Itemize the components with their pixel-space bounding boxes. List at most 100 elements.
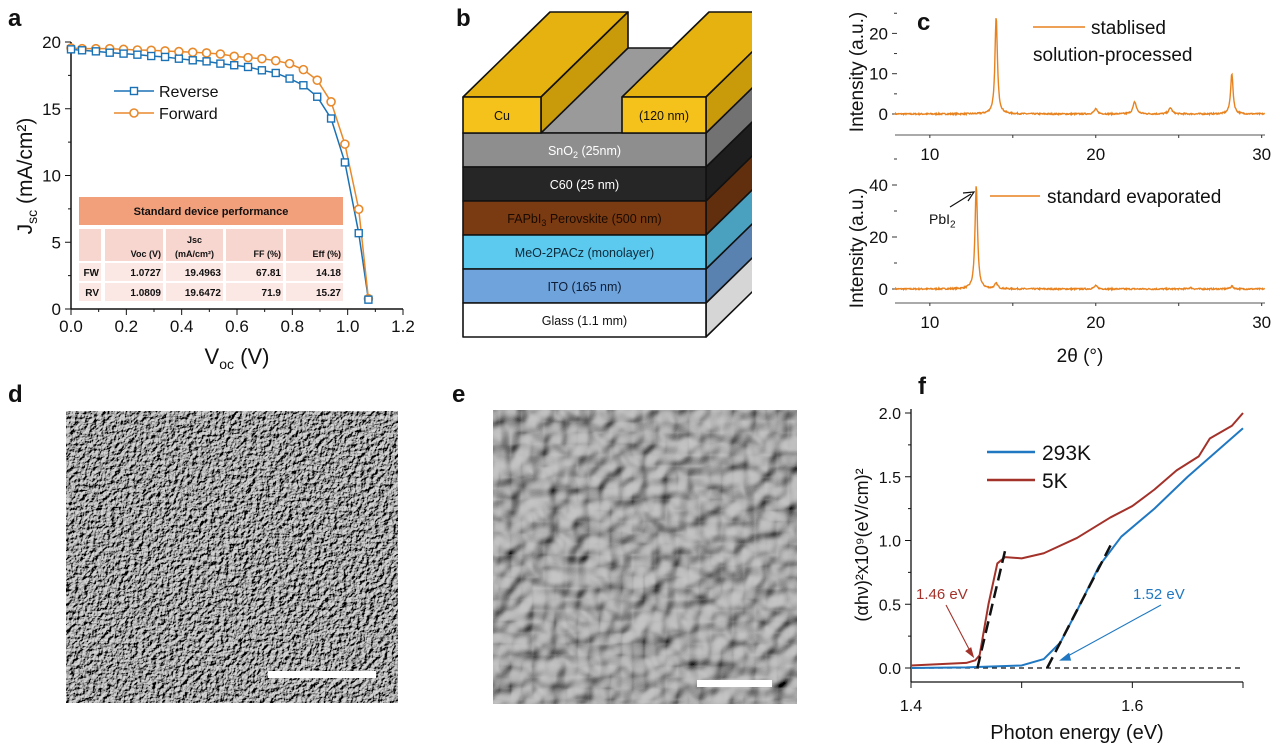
panel-label-f: f (918, 373, 927, 400)
data-point-reverse (340, 158, 350, 167)
table-cell-value: 15.27 (316, 288, 341, 299)
data-point-forward (326, 97, 336, 107)
table-title-bar (79, 197, 343, 225)
layer-label: Glass (1.1 mm) (542, 314, 627, 328)
sem-image-d (66, 411, 398, 703)
layer-label: FAPbI3 Perovskite (500 nm) (507, 212, 661, 228)
electrode-left-label: Cu (494, 109, 510, 123)
arrowhead-icon (965, 647, 975, 659)
data-point-reverse (105, 48, 114, 57)
subscript: 2 (573, 150, 578, 160)
panel-label-d: d (8, 381, 23, 408)
data-point-reverse (216, 59, 225, 68)
data-point-forward (353, 204, 364, 215)
y-tick-label: 5 (52, 233, 61, 252)
table-header: Jsc (187, 235, 202, 245)
x-tick-label: 1.2 (391, 317, 415, 336)
legend-marker-circle-icon (129, 108, 139, 118)
table-cell (286, 263, 343, 281)
table-cell (226, 283, 283, 301)
y-tick-label: 20 (42, 33, 61, 52)
subscript: oc (219, 356, 234, 372)
y-tick-label: 0.5 (879, 597, 901, 614)
y-tick-label: 10 (869, 65, 888, 84)
y-tick-label: 15 (42, 100, 61, 119)
arrowhead-icon (962, 191, 976, 202)
table-header-cell (166, 229, 223, 261)
sem-image-e (493, 410, 797, 704)
data-point-reverse (147, 51, 156, 61)
annotation-arrow-icon (945, 604, 973, 656)
series-line-reverse (70, 48, 370, 300)
y-tick-label: 20 (869, 228, 888, 247)
data-point-forward (312, 75, 323, 85)
layer-label-rest: Perovskite (500 nm) (546, 212, 661, 226)
layer-label-rest: (25nm) (578, 144, 621, 158)
data-point-reverse (285, 74, 294, 83)
series-line-forward (70, 47, 370, 299)
data-point-forward (243, 52, 253, 63)
table-header-cell (79, 229, 101, 261)
data-point-forward (257, 53, 267, 64)
x-tick-label: 1.4 (900, 698, 922, 715)
layer-label: C60 (25 nm) (550, 178, 619, 192)
data-point-forward (174, 46, 184, 57)
x-axis-label: 2θ (°) (1057, 346, 1104, 367)
data-point-reverse (243, 62, 253, 72)
table-cell-value: 19.4963 (185, 268, 222, 279)
x-tick-label: 20 (1086, 313, 1105, 332)
table-cell (166, 283, 223, 301)
y-axis-label-bottom: Intensity (a.u.) (847, 188, 868, 308)
table-cell-value: 1.0809 (130, 288, 161, 299)
table-header-cell (286, 229, 343, 261)
legend-label: stablised (1091, 18, 1166, 39)
y-axis-label: Jsc (mA/cm²) (14, 118, 40, 235)
table-header: Eff (%) (313, 249, 342, 259)
performance-table: Standard device performance Voc (V) Jsc (mA… (79, 197, 343, 301)
annotation-label: 1.52 eV (1133, 586, 1185, 603)
table-header: FF (%) (254, 249, 282, 259)
y-tick-label: 20 (869, 24, 888, 43)
data-point-reverse (271, 68, 280, 78)
table-cell (79, 283, 101, 301)
tangent-fit-line (976, 550, 1007, 669)
annotation-label: 1.46 eV (916, 586, 968, 603)
data-point-forward (201, 48, 212, 58)
subscript: 2 (950, 220, 956, 231)
y-tick-label: 1.0 (879, 534, 901, 551)
panel-label-c: c (917, 9, 930, 36)
x-axis-label: Photon energy (eV) (990, 722, 1163, 744)
panel-label-e: e (452, 381, 465, 408)
layer-label: ITO (165 nm) (547, 280, 621, 294)
annotation-arrow-icon (949, 193, 972, 208)
layer-label: MeO-2PACz (monolayer) (515, 246, 654, 260)
legend-label: 293K (1042, 442, 1091, 465)
annotation-arrow-icon (1062, 604, 1162, 660)
table-cell-value: 1.0727 (130, 268, 161, 279)
data-point-forward (284, 58, 295, 69)
data-point-reverse (119, 49, 128, 58)
data-point-reverse (91, 47, 101, 56)
panel-d-sem-image (66, 411, 398, 703)
electrode-left-front (462, 96, 542, 134)
data-point-reverse (77, 46, 87, 55)
data-point-reverse (364, 295, 373, 304)
pbi2-annotation: PbI2 (929, 211, 956, 231)
table-cell (105, 283, 163, 301)
x-axis-unit: (V) (234, 344, 269, 369)
x-tick-label: 0.4 (170, 317, 194, 336)
arrowhead-icon (1059, 652, 1072, 661)
x-tick-label: 0.6 (225, 317, 249, 336)
table-header-unit: (mA/cm²) (175, 249, 214, 259)
x-tick-label: 10 (920, 145, 939, 164)
data-point-reverse (257, 66, 267, 75)
layer-label: SnO2 (25nm) (548, 144, 621, 160)
panel-label-b: b (456, 5, 471, 32)
subscript: sc (24, 210, 40, 224)
x-tick-label: 0.0 (59, 317, 83, 336)
data-point-reverse (354, 228, 363, 238)
scale-bar-e (697, 680, 772, 687)
data-point-reverse (66, 45, 76, 54)
legend-marker-square-icon (129, 86, 139, 96)
table-cell (79, 263, 101, 281)
